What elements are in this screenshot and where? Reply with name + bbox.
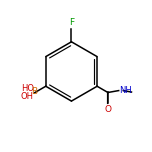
Text: O: O <box>104 105 111 114</box>
Text: F: F <box>69 18 74 27</box>
Text: OH: OH <box>21 92 34 101</box>
Text: B: B <box>31 87 38 96</box>
Text: HO: HO <box>21 84 34 93</box>
Text: NH: NH <box>119 86 132 95</box>
